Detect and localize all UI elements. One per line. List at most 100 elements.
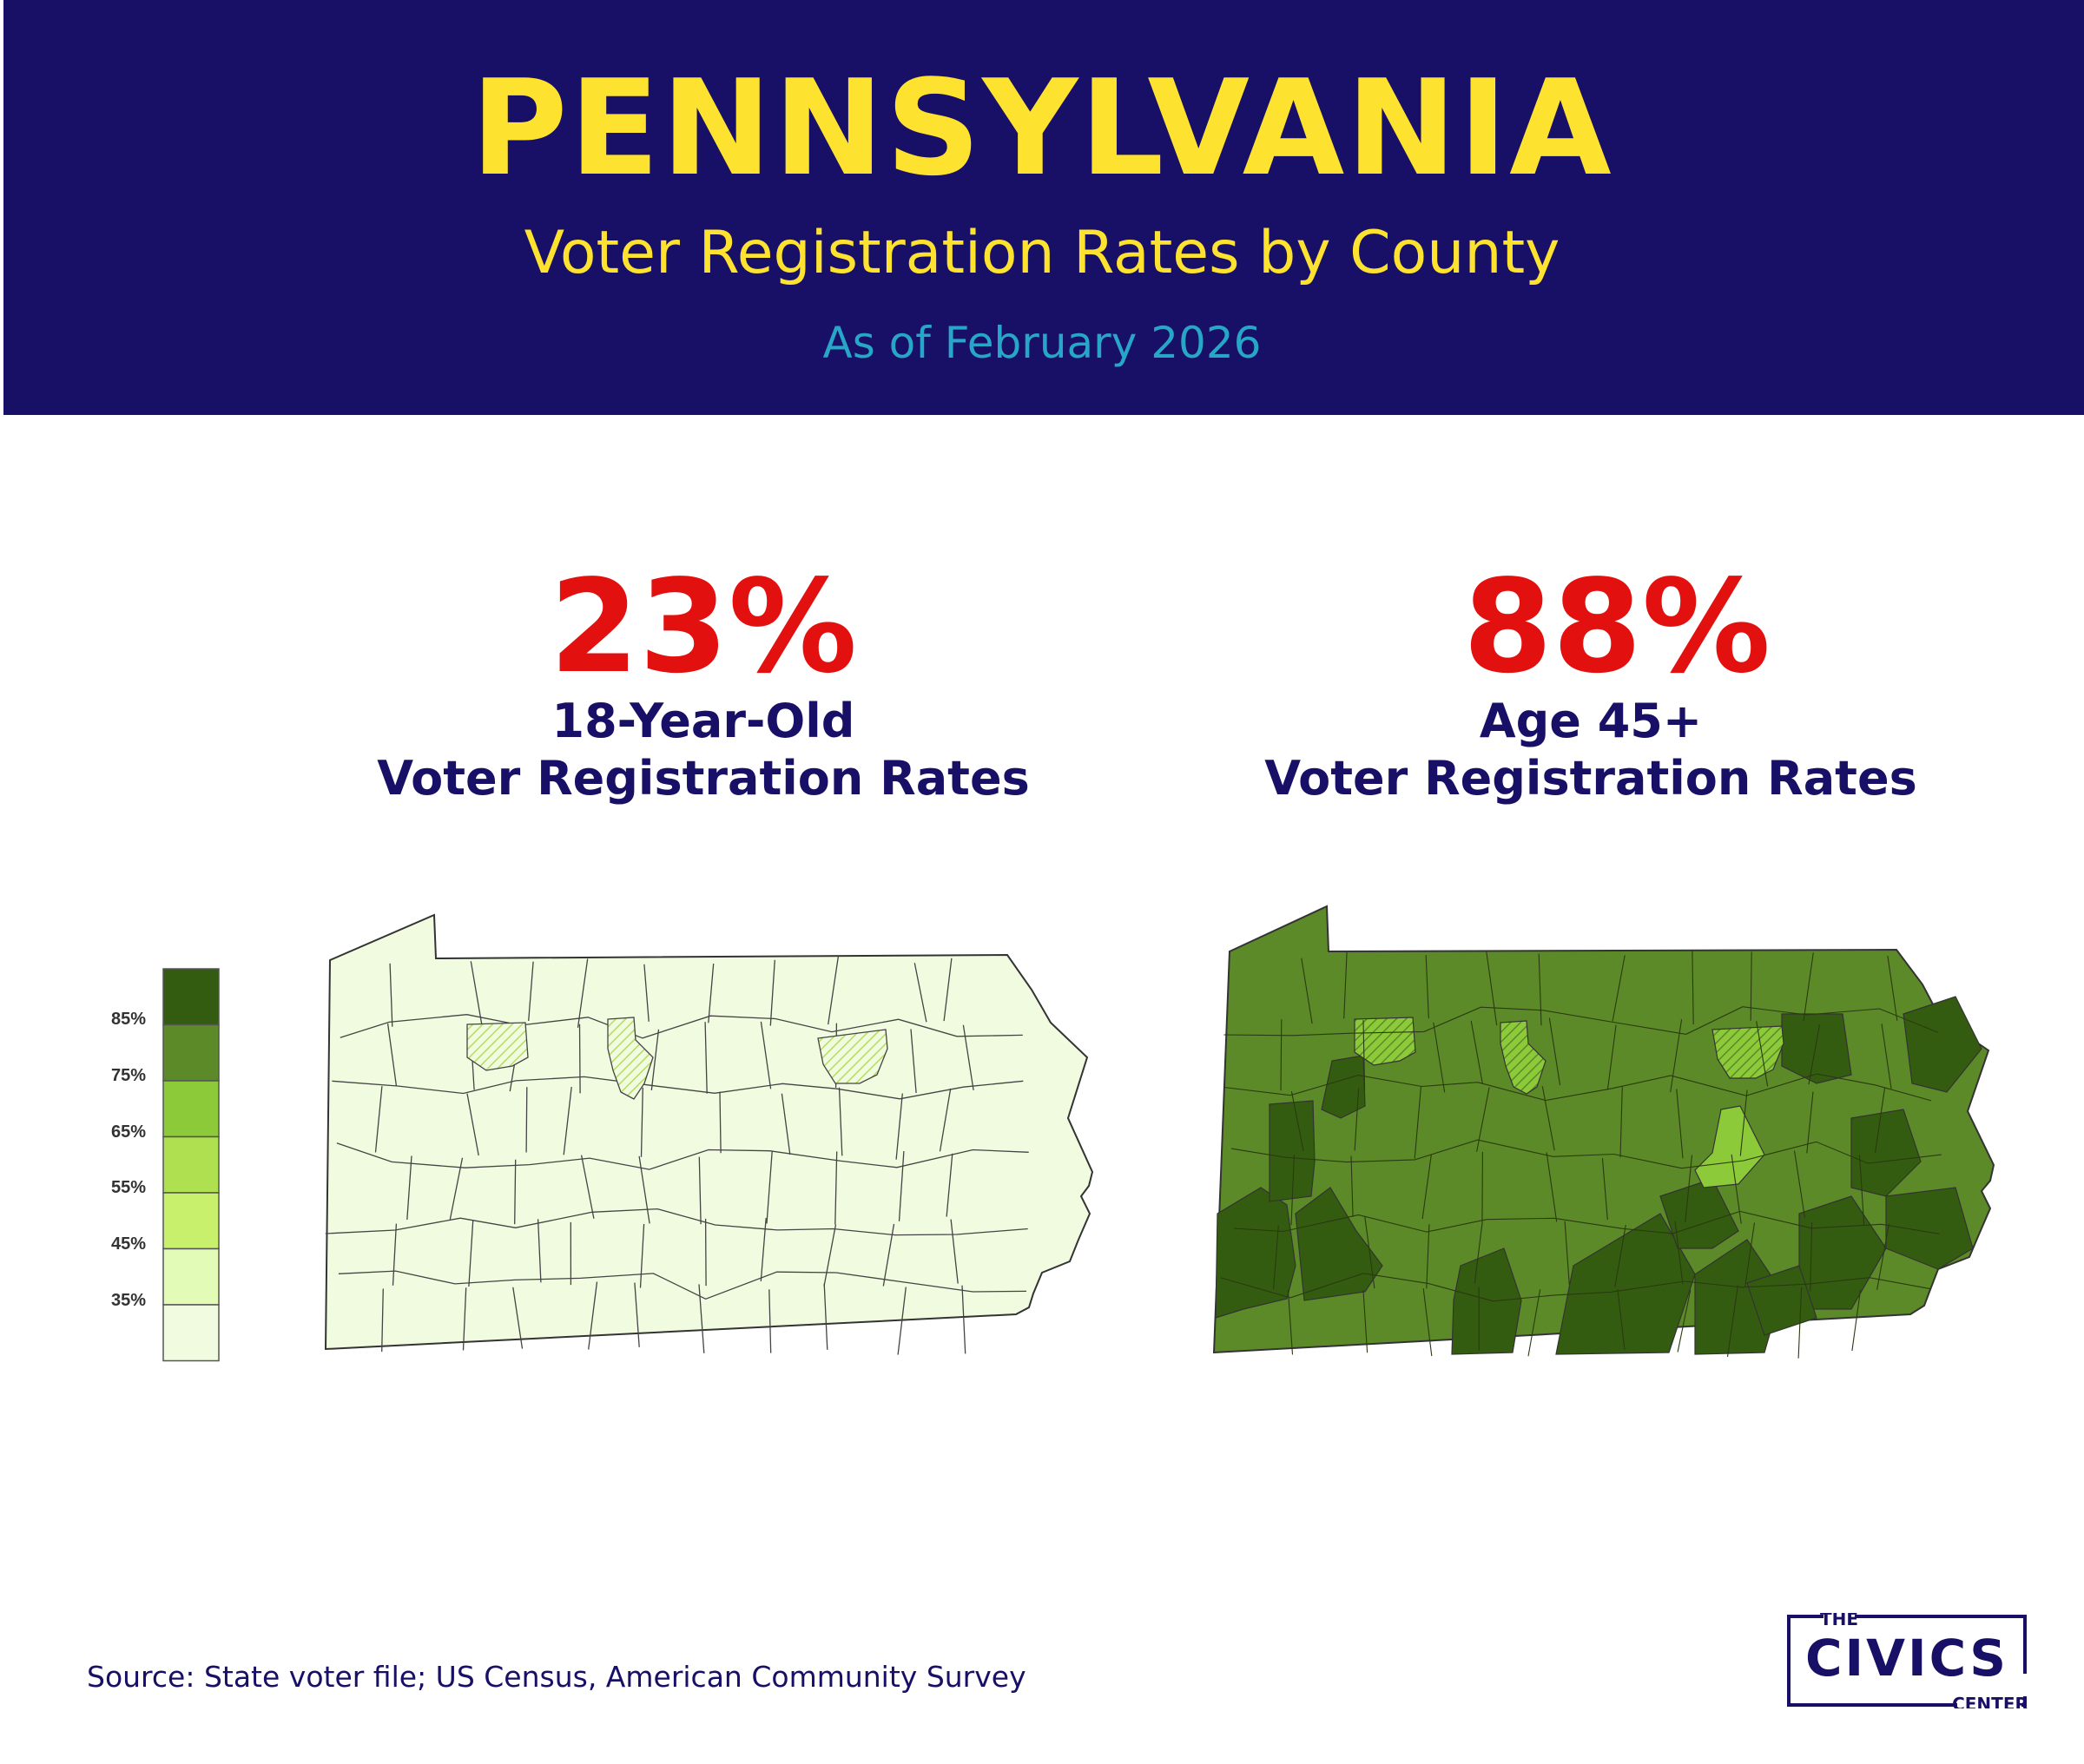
county-border	[643, 964, 650, 1022]
county-border	[1414, 1086, 1422, 1159]
county-border	[580, 1155, 595, 1219]
county-border	[470, 961, 483, 1025]
logo-line3: CENTER	[1952, 1694, 2028, 1708]
county-border	[1290, 1090, 1304, 1152]
stat-label-line2: Voter Registration Rates	[377, 751, 1030, 806]
county-border	[578, 1024, 581, 1094]
legend-tick: 55%	[111, 1178, 146, 1197]
county-border	[340, 1014, 1023, 1039]
county-border	[1803, 952, 1814, 1022]
county-border	[381, 1288, 384, 1353]
county-border	[1670, 1019, 1683, 1093]
county-border	[962, 1024, 974, 1090]
county-border	[1808, 1024, 1821, 1085]
county-border	[1486, 951, 1498, 1026]
county-border	[1422, 1288, 1433, 1357]
county-border	[910, 1029, 917, 1094]
map-18-year-old	[324, 913, 1094, 1355]
county-border	[1287, 1290, 1294, 1355]
county-border	[588, 1281, 598, 1350]
legend-tick: 85%	[111, 1010, 146, 1029]
county-border	[1797, 1287, 1803, 1359]
county-border	[1541, 1086, 1555, 1151]
county-border	[1685, 1155, 1693, 1223]
county-borders	[1220, 951, 1942, 1359]
county-border	[1362, 1020, 1366, 1090]
county-border	[392, 1223, 398, 1286]
county-border	[946, 1153, 953, 1217]
legend-tick: 75%	[111, 1066, 146, 1085]
county-border	[528, 961, 534, 1022]
county-border	[466, 1093, 479, 1156]
county-border	[1874, 1088, 1886, 1154]
county-border	[698, 1284, 705, 1353]
county-border	[895, 1093, 903, 1160]
county-border	[1364, 1216, 1375, 1289]
county-border	[781, 1093, 791, 1155]
source-note: Source: State voter file; US Census, Ame…	[87, 1660, 1026, 1694]
county-border	[389, 963, 393, 1027]
county-border	[325, 1208, 1028, 1236]
county-border	[1343, 952, 1348, 1019]
county-border	[1606, 1024, 1617, 1090]
county-border	[1677, 1289, 1692, 1353]
legend-swatch	[162, 1135, 220, 1194]
civics-center-logo: THE CIVICS CENTER	[1787, 1613, 2028, 1708]
county-border	[1280, 1019, 1283, 1091]
county-border	[1674, 1221, 1684, 1284]
legend-tick: 45%	[111, 1234, 146, 1254]
county-border	[1290, 1155, 1295, 1226]
county-border	[708, 964, 715, 1024]
county-border	[1601, 1158, 1608, 1221]
county-border	[913, 963, 927, 1023]
county-border	[1793, 1150, 1806, 1218]
county-border	[704, 1218, 707, 1287]
stat-label-line1: Age 45+	[1479, 694, 1703, 748]
county-border	[338, 1270, 1027, 1300]
header-banner	[3, 0, 2084, 415]
county-border	[512, 1287, 524, 1349]
legend-swatch	[162, 1192, 220, 1250]
county-hatched	[1354, 1017, 1416, 1066]
stat-18-year-old: 23%	[549, 552, 858, 701]
county-border	[1223, 1073, 1932, 1102]
legend-swatch	[162, 1304, 220, 1362]
stat-age-45-plus: 88%	[1462, 552, 1771, 701]
page-title: PENNSYLVANIA	[471, 51, 1613, 205]
legend-swatches	[162, 968, 220, 1362]
stat-label-line2: Voter Registration Rates	[1264, 751, 1917, 806]
logo-line2: CIVICS	[1805, 1629, 2008, 1688]
county-border	[1230, 1139, 1942, 1169]
county-border	[1350, 1155, 1354, 1217]
county-hatched	[1500, 1020, 1547, 1095]
county-border	[939, 1088, 952, 1152]
county-border	[1806, 1091, 1814, 1154]
color-legend: 85% 75% 65% 55% 45% 35%	[111, 968, 220, 1362]
date-line: As of February 2026	[822, 318, 1262, 368]
county-hatched	[1711, 1025, 1784, 1079]
county-border	[943, 958, 953, 1022]
legend-tick: 35%	[111, 1291, 146, 1310]
county-border	[1564, 1221, 1570, 1286]
county-hatched	[817, 1029, 888, 1084]
county-border	[1474, 1224, 1483, 1284]
county-border	[766, 1151, 773, 1224]
county-border	[1851, 1289, 1862, 1352]
county-border	[698, 1156, 702, 1225]
legend-swatch	[162, 1080, 220, 1138]
county-border	[1433, 1022, 1446, 1093]
county-border	[1301, 958, 1313, 1024]
county-border	[961, 1285, 966, 1354]
county-border	[828, 955, 840, 1025]
county-border	[704, 1022, 708, 1094]
county-border	[1527, 1289, 1541, 1357]
county-border	[650, 1029, 660, 1090]
county-border	[1887, 955, 1898, 1021]
county-border	[1744, 1222, 1756, 1287]
county-border	[897, 1287, 907, 1355]
legend-swatch	[162, 1024, 220, 1082]
county-border	[1548, 1017, 1561, 1086]
county-border	[950, 1219, 959, 1284]
county-border	[1481, 1151, 1483, 1226]
county-border	[462, 1287, 467, 1351]
